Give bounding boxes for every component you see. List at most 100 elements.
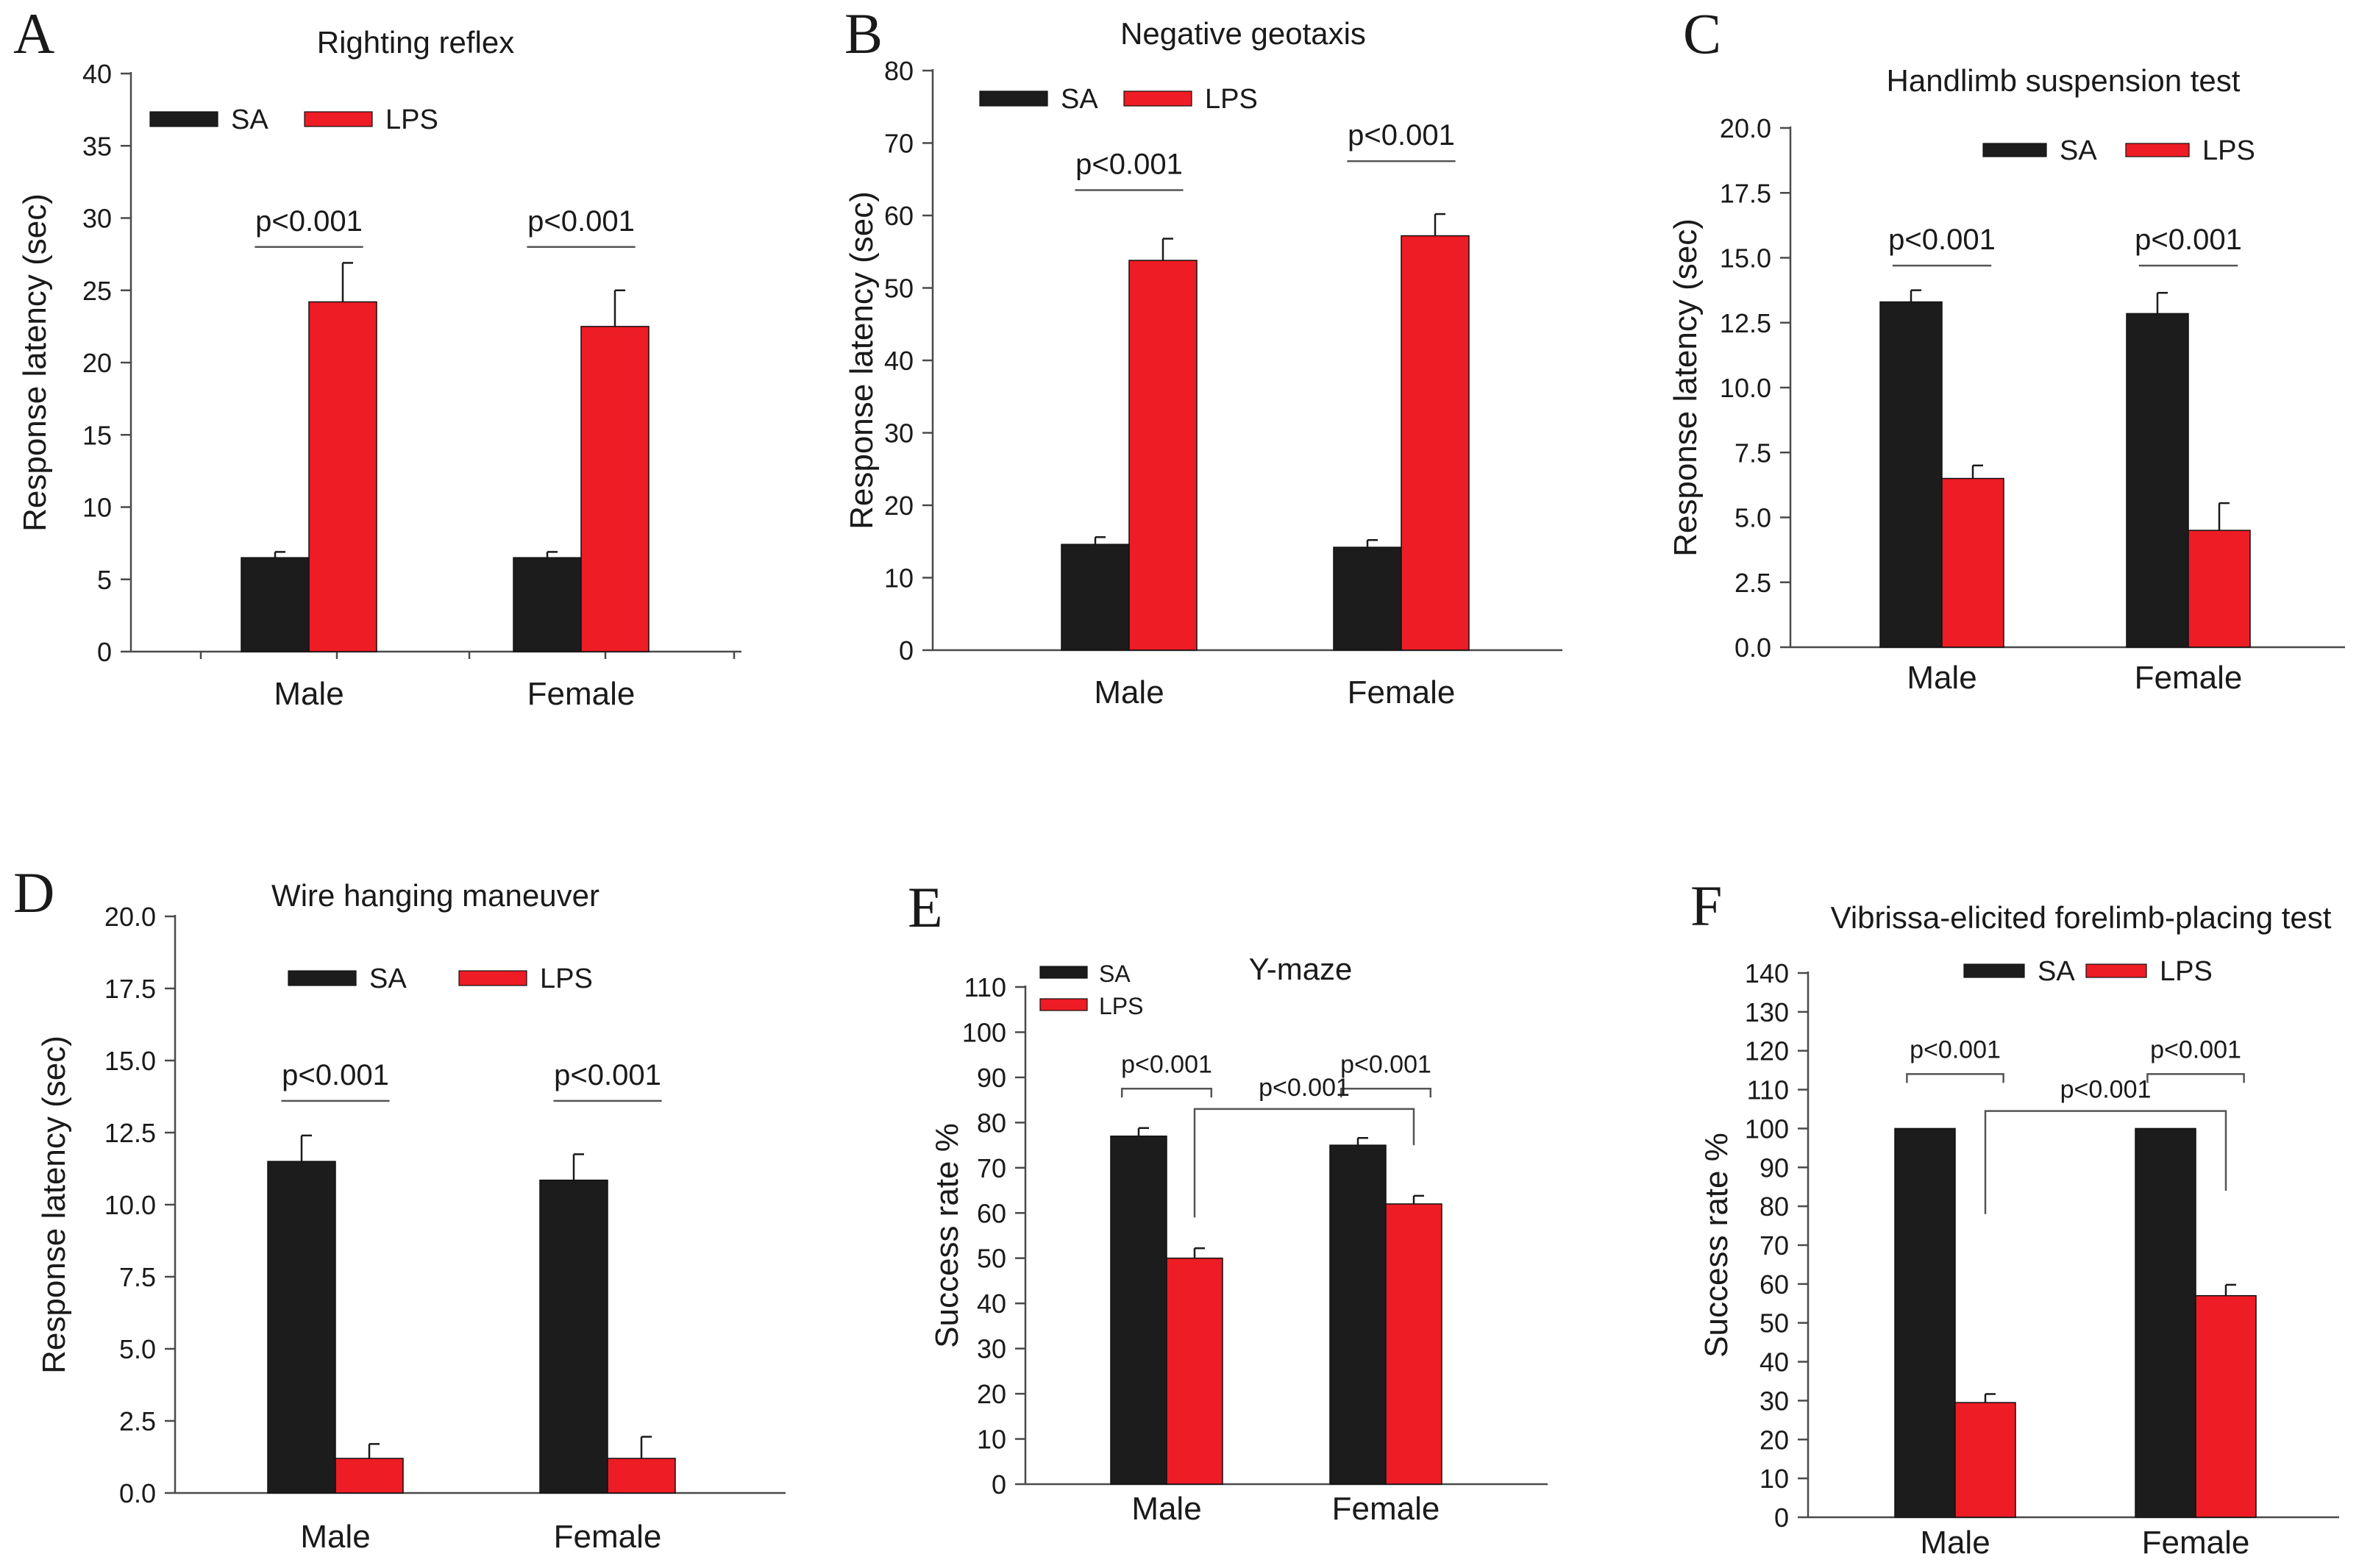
bar-sa-female — [1333, 546, 1402, 651]
y-tick-label: 60 — [1760, 1269, 1789, 1300]
y-tick-label: 7.5 — [1734, 438, 1771, 468]
bar-sa-male — [1061, 544, 1130, 651]
legend-label-lps: LPS — [540, 963, 593, 994]
y-tick-label: 50 — [884, 274, 914, 304]
bar-lps-female — [2188, 530, 2251, 648]
legend-label-lps: LPS — [385, 104, 438, 135]
legend-swatch-lps — [2125, 143, 2190, 157]
y-tick-label: 0 — [97, 637, 112, 667]
y-tick-label: 17.5 — [1720, 178, 1771, 208]
y-tick-label: 15 — [82, 420, 112, 450]
y-tick-label: 10.0 — [1720, 373, 1771, 403]
legend-swatch-sa — [1039, 966, 1088, 979]
y-tick-label: 100 — [962, 1017, 1006, 1047]
bar-lps-female — [580, 326, 650, 652]
significance-label: p<0.001 — [2135, 224, 2242, 256]
legend-swatch-lps — [1039, 998, 1088, 1011]
bar-sa-female — [2135, 1127, 2196, 1518]
significance-bracket — [2146, 1073, 2245, 1083]
panel-letter: E — [908, 875, 943, 939]
y-tick-label: 10.0 — [104, 1190, 156, 1220]
x-category-label: Female — [527, 676, 636, 712]
y-tick-label: 40 — [1760, 1347, 1789, 1378]
x-category-label: Female — [554, 1519, 662, 1555]
y-tick-label: 17.5 — [104, 974, 156, 1004]
bar-sa-male — [1894, 1127, 1956, 1518]
y-tick-label: 140 — [1745, 958, 1789, 988]
y-tick-label: 130 — [1745, 997, 1789, 1027]
legend-label-lps: LPS — [2202, 135, 2255, 166]
significance-label: p<0.001 — [2060, 1076, 2152, 1104]
chart-title: Negative geotaxis — [1120, 16, 1366, 51]
y-tick-label: 20 — [884, 491, 914, 521]
y-tick-label: 60 — [977, 1198, 1006, 1228]
legend-label-lps: LPS — [1099, 993, 1143, 1019]
y-tick-label: 2.5 — [1734, 568, 1771, 598]
y-tick-label: 110 — [964, 972, 1006, 1002]
x-category-label: Male — [1131, 1491, 1201, 1527]
y-tick-label: 80 — [1760, 1191, 1789, 1222]
y-tick-label: 80 — [977, 1108, 1006, 1138]
bar-lps-female — [1401, 235, 1470, 651]
y-tick-label: 60 — [884, 201, 914, 231]
chart-title: Righting reflex — [317, 25, 514, 60]
y-tick-label: 0 — [992, 1469, 1006, 1500]
y-tick-label: 70 — [977, 1153, 1006, 1183]
x-category-label: Male — [1094, 674, 1164, 710]
legend-swatch-sa — [149, 111, 218, 127]
x-category-label: Male — [300, 1519, 370, 1555]
y-tick-label: 15.0 — [104, 1046, 156, 1076]
bar-lps-male — [1166, 1257, 1223, 1485]
significance-label: p<0.001 — [1340, 1050, 1431, 1078]
bar-lps-male — [1954, 1402, 2016, 1518]
y-axis-label: Response latency (sec) — [844, 191, 880, 530]
y-tick-label: 120 — [1745, 1036, 1789, 1066]
y-tick-label: 100 — [1745, 1113, 1789, 1144]
significance-label: p<0.001 — [1075, 149, 1183, 181]
y-tick-label: 0 — [1774, 1503, 1789, 1533]
y-tick-label: 40 — [977, 1289, 1006, 1319]
bar-lps-female — [1385, 1203, 1442, 1485]
chart-panel-b: B Negative geotaxis 0 10 20 30 40 50 60 70 80 Respo… — [844, 1, 1562, 710]
bar-lps-female — [607, 1458, 676, 1494]
y-tick-label: 90 — [977, 1063, 1006, 1093]
legend-label-sa: SA — [2060, 135, 2097, 166]
y-tick-label: 110 — [1747, 1075, 1789, 1105]
legend-label-sa: SA — [369, 963, 407, 994]
y-tick-label: 30 — [1760, 1386, 1789, 1416]
significance-bracket — [1339, 1088, 1432, 1098]
legend-swatch-lps — [304, 111, 373, 127]
y-axis-label: Response latency (sec) — [17, 193, 53, 532]
y-axis-label: Response latency (sec) — [1668, 218, 1704, 557]
bar-lps-male — [1941, 477, 2004, 648]
x-category-label: Male — [1920, 1525, 1990, 1561]
chart-panel-d: D Wire hanging maneuver 0.0 2.5 5.0 7.5 10.0 12… — [13, 860, 786, 1555]
bar-sa-female — [539, 1179, 608, 1494]
legend-label-sa: SA — [231, 104, 268, 135]
x-category-label: Female — [1348, 674, 1456, 710]
chart-panel-f: F Vibrissa-elicited forelimb-placing test… — [1690, 874, 2339, 1561]
chart-panel-e: E Y-maze 0 10 20 30 40 50 60 70 80 90 100 110 Success … — [908, 875, 1548, 1527]
y-tick-label: 20.0 — [104, 902, 156, 932]
bar-sa-male — [1110, 1136, 1167, 1485]
significance-label: p<0.001 — [1348, 119, 1455, 152]
y-tick-label: 50 — [1760, 1308, 1789, 1339]
panel-letter: C — [1683, 1, 1721, 65]
x-category-label: Female — [2142, 1525, 2250, 1561]
y-tick-label: 0.0 — [119, 1478, 156, 1508]
y-tick-label: 80 — [884, 56, 914, 86]
chart-title: Handlimb suspension test — [1887, 63, 2241, 98]
panel-letter: D — [13, 860, 54, 924]
significance-label: p<0.001 — [2150, 1036, 2241, 1063]
significance-label: p<0.001 — [1121, 1050, 1212, 1078]
y-tick-label: 40 — [82, 59, 112, 89]
legend-swatch-lps — [1123, 90, 1192, 107]
y-tick-label: 7.5 — [119, 1262, 156, 1292]
panel-letter: A — [13, 1, 54, 65]
y-tick-label: 10 — [1760, 1464, 1789, 1494]
legend-swatch-lps — [2085, 963, 2147, 978]
y-axis-label: Response latency (sec) — [36, 1036, 72, 1374]
legend-swatch-sa — [979, 90, 1048, 107]
y-tick-label: 40 — [884, 346, 914, 376]
